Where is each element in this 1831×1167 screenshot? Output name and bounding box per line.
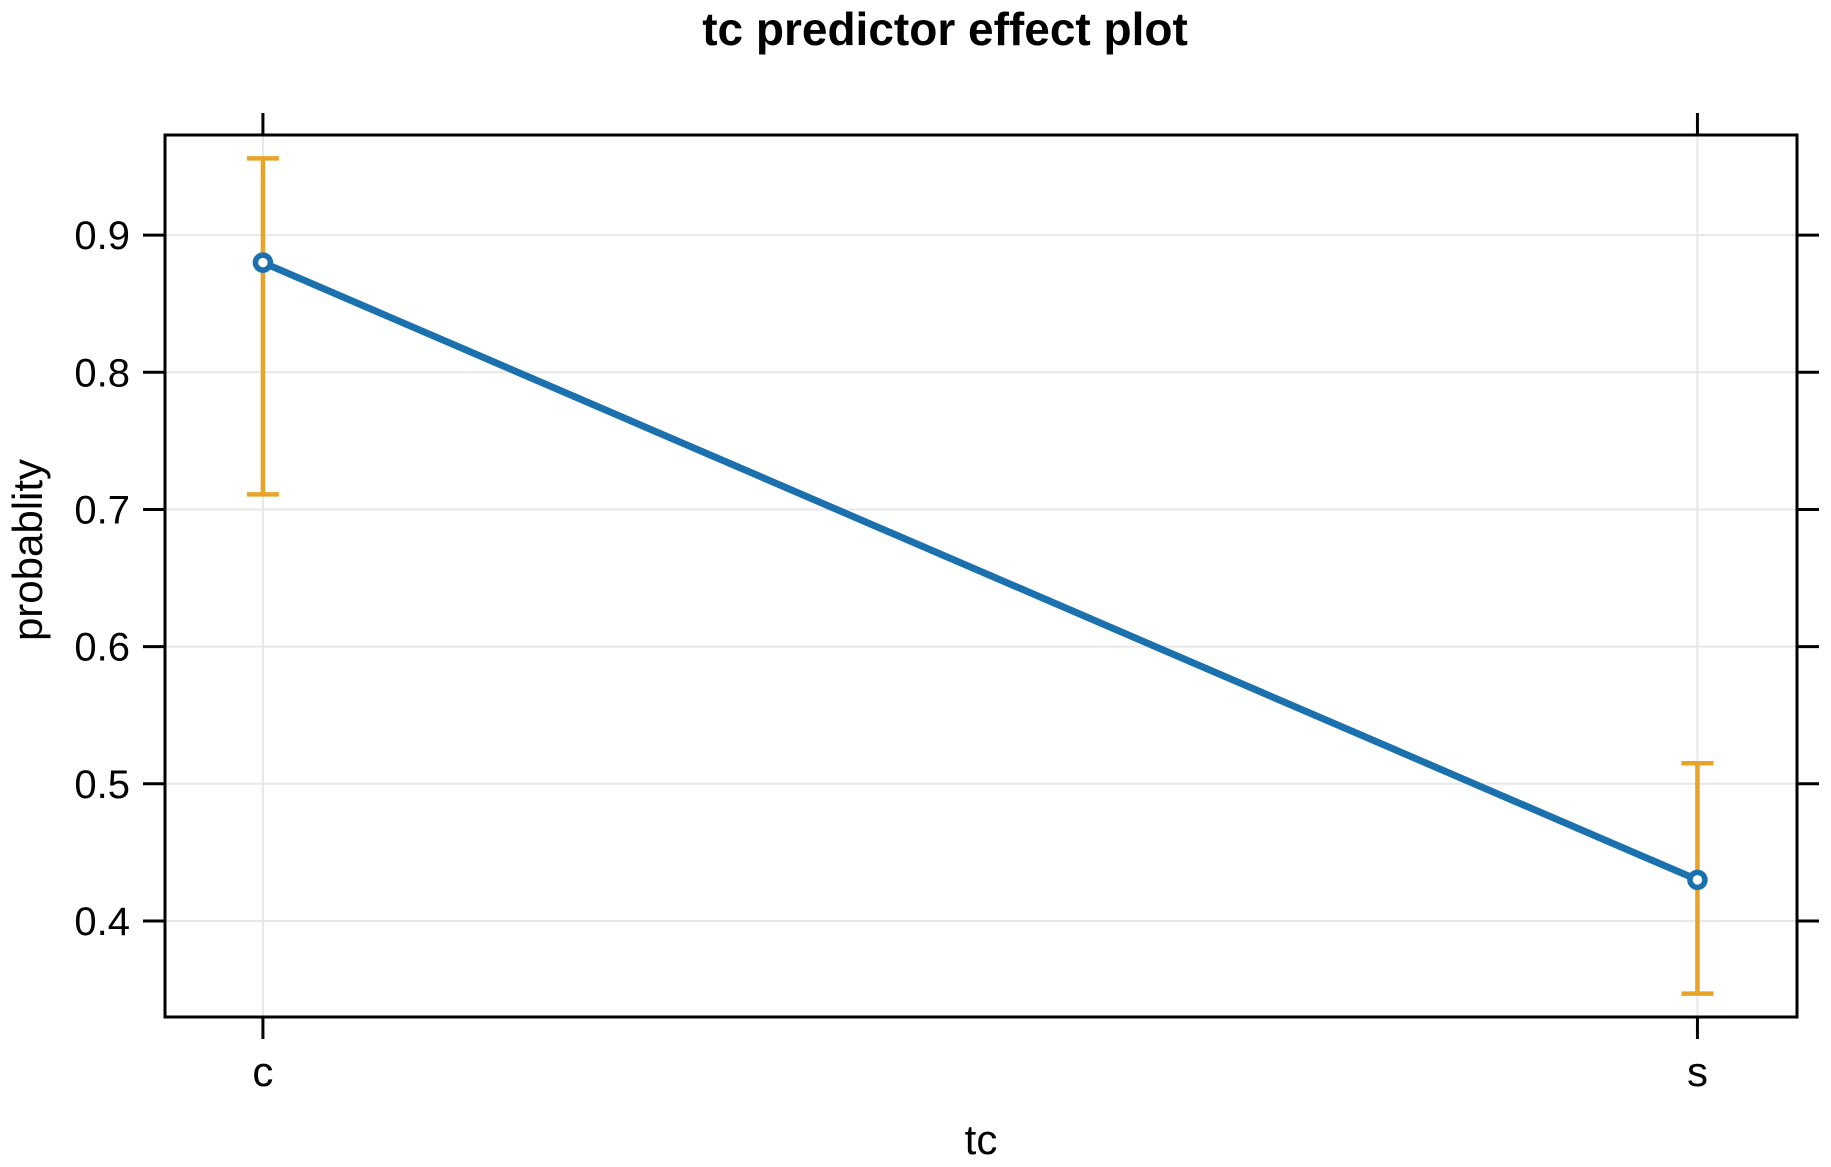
x-tick-label-c: c — [252, 1048, 273, 1095]
data-layer — [246, 156, 1714, 996]
axis-layer — [143, 113, 1819, 1039]
y-tick-label-0.8: 0.8 — [74, 351, 130, 395]
x-axis-title: tc — [965, 1116, 998, 1163]
chart-title: tc predictor effect plot — [702, 3, 1188, 55]
y-tick-label-0.5: 0.5 — [74, 763, 130, 807]
y-tick-label-0.6: 0.6 — [74, 626, 130, 670]
y-tick-label-0.7: 0.7 — [74, 488, 130, 532]
plot-box — [163, 133, 1799, 1019]
data-point-s — [1687, 869, 1708, 891]
data-point-c — [252, 252, 274, 273]
label-layer: 0.4 0.5 0.6 0.7 0.8 0.9 c s — [74, 214, 1708, 1095]
x-tick-label-s: s — [1687, 1048, 1708, 1095]
fit-line-fitted-probability — [259, 259, 1701, 884]
grid-layer — [165, 135, 1797, 1017]
y-axis-title: probablity — [4, 459, 51, 641]
error-bar-c — [246, 156, 279, 497]
y-tick-label-0.4: 0.4 — [74, 900, 130, 944]
y-tick-label-0.9: 0.9 — [74, 214, 130, 258]
